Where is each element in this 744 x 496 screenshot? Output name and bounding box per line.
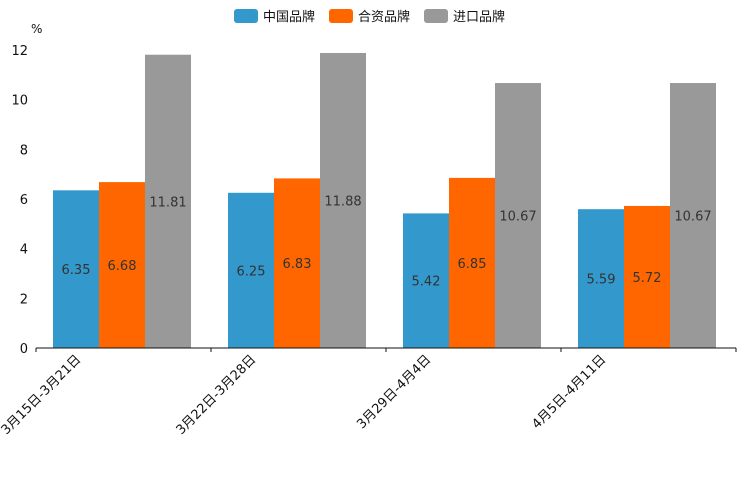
y-tick-label-12: 12 [11,44,28,59]
data-label-3-4: 10.67 [674,210,711,225]
data-label-2-1: 6.68 [108,259,137,274]
bar-2-1 [99,182,145,348]
x-category-label-1: 3月15日-3月21日 [0,352,84,438]
bar-3-1 [145,54,191,349]
bar-1-1 [53,190,99,348]
y-axis: 0 2 4 6 8 10 12 [11,44,28,357]
data-label-2-4: 5.72 [633,271,662,286]
y-axis-unit-label: % [31,22,42,36]
data-label-3-1: 11.81 [149,195,186,210]
data-label-1-3: 5.42 [412,275,441,290]
y-tick-label-6: 6 [20,193,28,208]
data-label-2-2: 6.83 [283,257,312,272]
data-label-3-3: 10.67 [499,210,536,225]
bars [53,52,716,349]
bar-3-4 [670,83,716,349]
data-label-3-2: 11.88 [324,194,361,209]
x-category-label-4: 4月5日-4月11日 [529,352,609,432]
legend-label-3: 进口品牌 [453,9,505,25]
x-category-label-3: 3月29日-4月4日 [354,352,434,432]
legend: 中国品牌 合资品牌 进口品牌 [234,9,505,25]
legend-swatch-3 [424,9,448,23]
y-tick-label-0: 0 [20,342,28,357]
data-label-1-1: 6.35 [62,263,91,278]
bar-1-2 [228,192,274,348]
bar-2-3 [449,177,495,348]
bar-3-2 [320,52,366,348]
legend-swatch-2 [329,9,353,23]
data-label-2-3: 6.85 [458,257,487,272]
legend-swatch-1 [234,9,258,23]
data-labels: 6.35 6.68 11.81 6.25 6.83 11.88 5.42 6.85 10.67 5… [62,194,712,289]
y-tick-label-4: 4 [20,243,28,258]
bar-2-2 [274,178,320,348]
y-tick-label-10: 10 [11,94,28,109]
data-label-1-4: 5.59 [587,273,616,288]
bar-1-3 [403,213,449,348]
x-axis: 3月15日-3月21日 3月22日-3月28日 3月29日-4月4日 4月5日-4月1… [0,347,737,438]
bar-3-3 [495,83,541,349]
data-label-1-2: 6.25 [237,264,266,279]
bar-2-4 [624,205,670,348]
bar-1-4 [578,209,624,348]
legend-label-1: 中国品牌 [263,9,315,25]
y-tick-label-8: 8 [20,143,28,158]
y-tick-label-2: 2 [20,292,28,307]
x-category-label-2: 3月22日-3月28日 [174,352,260,438]
legend-label-2: 合资品牌 [358,9,410,25]
